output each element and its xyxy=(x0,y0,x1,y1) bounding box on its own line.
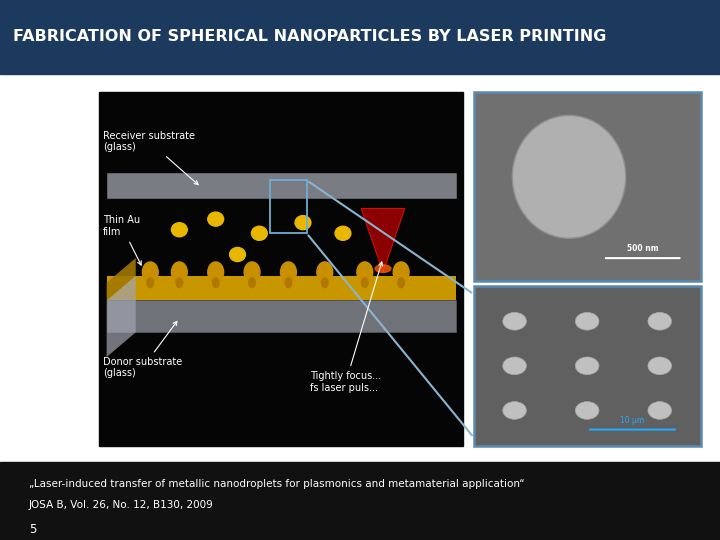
Ellipse shape xyxy=(361,278,368,288)
Circle shape xyxy=(575,313,599,330)
Ellipse shape xyxy=(147,278,153,288)
Polygon shape xyxy=(107,276,135,357)
Text: Donor substrate
(glass): Donor substrate (glass) xyxy=(103,321,182,379)
Circle shape xyxy=(648,313,672,330)
Ellipse shape xyxy=(393,262,409,282)
Ellipse shape xyxy=(171,222,187,237)
Circle shape xyxy=(503,357,526,375)
Circle shape xyxy=(648,357,672,375)
Circle shape xyxy=(648,402,672,419)
Ellipse shape xyxy=(249,278,256,288)
Bar xyxy=(270,180,307,233)
Text: 5: 5 xyxy=(29,523,36,536)
Ellipse shape xyxy=(176,278,183,288)
Ellipse shape xyxy=(317,262,333,282)
Ellipse shape xyxy=(251,226,267,240)
Polygon shape xyxy=(361,208,405,272)
Ellipse shape xyxy=(513,116,626,238)
Bar xyxy=(474,92,701,281)
Ellipse shape xyxy=(281,262,297,282)
Text: „Laser-induced transfer of metallic nanodroplets for plasmonics and metamaterial: „Laser-induced transfer of metallic nano… xyxy=(29,478,524,489)
Text: JOSA B, Vol. 26, No. 12, B130, 2009: JOSA B, Vol. 26, No. 12, B130, 2009 xyxy=(29,500,214,510)
Circle shape xyxy=(503,313,526,330)
Polygon shape xyxy=(107,276,456,300)
Text: 10 μm: 10 μm xyxy=(621,416,644,426)
Ellipse shape xyxy=(375,219,391,233)
Text: 500 nm: 500 nm xyxy=(627,244,659,253)
Ellipse shape xyxy=(143,262,158,282)
Text: Thin Au
film: Thin Au film xyxy=(103,215,141,265)
Ellipse shape xyxy=(335,226,351,240)
Polygon shape xyxy=(107,258,135,300)
Bar xyxy=(0,0,720,74)
Ellipse shape xyxy=(285,278,292,288)
Ellipse shape xyxy=(230,247,246,261)
Ellipse shape xyxy=(375,265,391,272)
Text: Receiver substrate
(glass): Receiver substrate (glass) xyxy=(103,131,198,185)
Ellipse shape xyxy=(398,278,405,288)
Ellipse shape xyxy=(244,262,260,282)
Polygon shape xyxy=(107,173,456,198)
Circle shape xyxy=(503,402,526,419)
Bar xyxy=(474,286,701,445)
Bar xyxy=(99,92,463,445)
Bar xyxy=(0,462,720,540)
Ellipse shape xyxy=(357,262,373,282)
Circle shape xyxy=(575,402,599,419)
Ellipse shape xyxy=(295,215,311,230)
Ellipse shape xyxy=(171,262,187,282)
Ellipse shape xyxy=(208,262,224,282)
Ellipse shape xyxy=(322,278,328,288)
Circle shape xyxy=(575,357,599,375)
Text: Tightly focus...
fs laser puls...: Tightly focus... fs laser puls... xyxy=(310,262,382,393)
Polygon shape xyxy=(107,300,456,332)
Text: FABRICATION OF SPHERICAL NANOPARTICLES BY LASER PRINTING: FABRICATION OF SPHERICAL NANOPARTICLES B… xyxy=(13,30,606,44)
Ellipse shape xyxy=(212,278,219,288)
Ellipse shape xyxy=(208,212,224,226)
